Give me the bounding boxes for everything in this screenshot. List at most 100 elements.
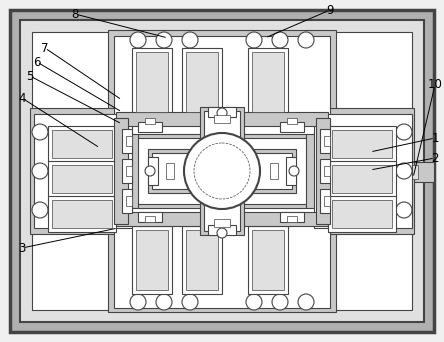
Bar [287, 118, 297, 124]
Bar [166, 163, 174, 179]
Bar [328, 126, 396, 162]
Bar [320, 129, 330, 153]
Text: 3: 3 [18, 241, 26, 254]
Bar [30, 108, 138, 234]
Bar [48, 126, 116, 162]
Bar [214, 219, 230, 227]
Bar [122, 159, 132, 183]
Circle shape [289, 166, 299, 176]
Circle shape [396, 124, 412, 140]
Circle shape [182, 32, 198, 48]
Bar [126, 196, 132, 206]
Bar [270, 163, 278, 179]
Bar [114, 208, 330, 308]
Text: 6: 6 [33, 55, 41, 68]
Circle shape [184, 133, 260, 209]
Bar [210, 212, 234, 222]
Bar [182, 226, 222, 294]
Bar [145, 118, 155, 124]
Bar [204, 111, 240, 231]
Bar [332, 130, 392, 158]
Bar [52, 130, 112, 158]
Bar [122, 129, 132, 153]
Circle shape [246, 294, 262, 310]
Bar [320, 189, 330, 213]
Circle shape [396, 202, 412, 218]
Bar [114, 118, 128, 224]
Bar [186, 52, 218, 112]
Circle shape [32, 124, 48, 140]
Circle shape [32, 163, 48, 179]
Bar [208, 225, 236, 235]
Bar [414, 162, 434, 182]
Bar [122, 189, 132, 213]
Circle shape [396, 163, 412, 179]
Text: 4: 4 [18, 92, 26, 105]
Bar [132, 226, 172, 294]
Circle shape [298, 32, 314, 48]
Bar [324, 196, 330, 206]
Bar [116, 112, 328, 126]
Circle shape [145, 166, 155, 176]
Text: 9: 9 [326, 3, 334, 16]
Bar [217, 118, 227, 124]
Bar [320, 159, 330, 183]
Text: 5: 5 [26, 69, 34, 82]
Bar [287, 216, 297, 222]
Bar [34, 114, 132, 228]
Bar [314, 114, 412, 228]
Circle shape [272, 32, 288, 48]
Bar [132, 48, 172, 116]
Circle shape [217, 108, 227, 118]
Bar [306, 108, 414, 234]
Bar [328, 196, 396, 232]
Bar [217, 216, 227, 222]
Bar [252, 52, 284, 112]
Bar [332, 200, 392, 228]
Bar [116, 212, 328, 226]
Bar [332, 165, 392, 193]
Bar [210, 122, 234, 132]
Bar [248, 48, 288, 116]
Bar [186, 230, 218, 290]
Bar [316, 118, 330, 224]
Circle shape [156, 32, 172, 48]
Circle shape [246, 32, 262, 48]
Bar [114, 36, 330, 134]
Bar [138, 212, 162, 222]
Bar [182, 48, 222, 116]
Bar [52, 200, 112, 228]
Circle shape [130, 294, 146, 310]
Circle shape [32, 202, 48, 218]
Text: 7: 7 [41, 41, 49, 54]
Bar [252, 230, 284, 290]
Bar [148, 157, 158, 185]
Bar [126, 136, 132, 146]
Circle shape [130, 32, 146, 48]
Bar [200, 107, 244, 235]
Bar [280, 122, 304, 132]
Bar [52, 165, 112, 193]
Bar [126, 166, 132, 176]
Bar [108, 204, 336, 312]
Circle shape [298, 294, 314, 310]
Bar [136, 230, 168, 290]
Bar [324, 136, 330, 146]
Text: 10: 10 [428, 79, 442, 92]
Bar [20, 20, 424, 322]
Bar [286, 157, 296, 185]
Bar [32, 32, 412, 310]
Text: 2: 2 [431, 152, 439, 165]
Bar [48, 161, 116, 197]
Circle shape [272, 294, 288, 310]
Bar [248, 226, 288, 294]
Bar [48, 196, 116, 232]
Bar [214, 115, 230, 123]
Bar [152, 153, 292, 189]
Bar [138, 122, 162, 132]
Bar [328, 161, 396, 197]
Bar [208, 107, 236, 117]
Circle shape [156, 294, 172, 310]
Bar [280, 212, 304, 222]
Circle shape [182, 294, 198, 310]
